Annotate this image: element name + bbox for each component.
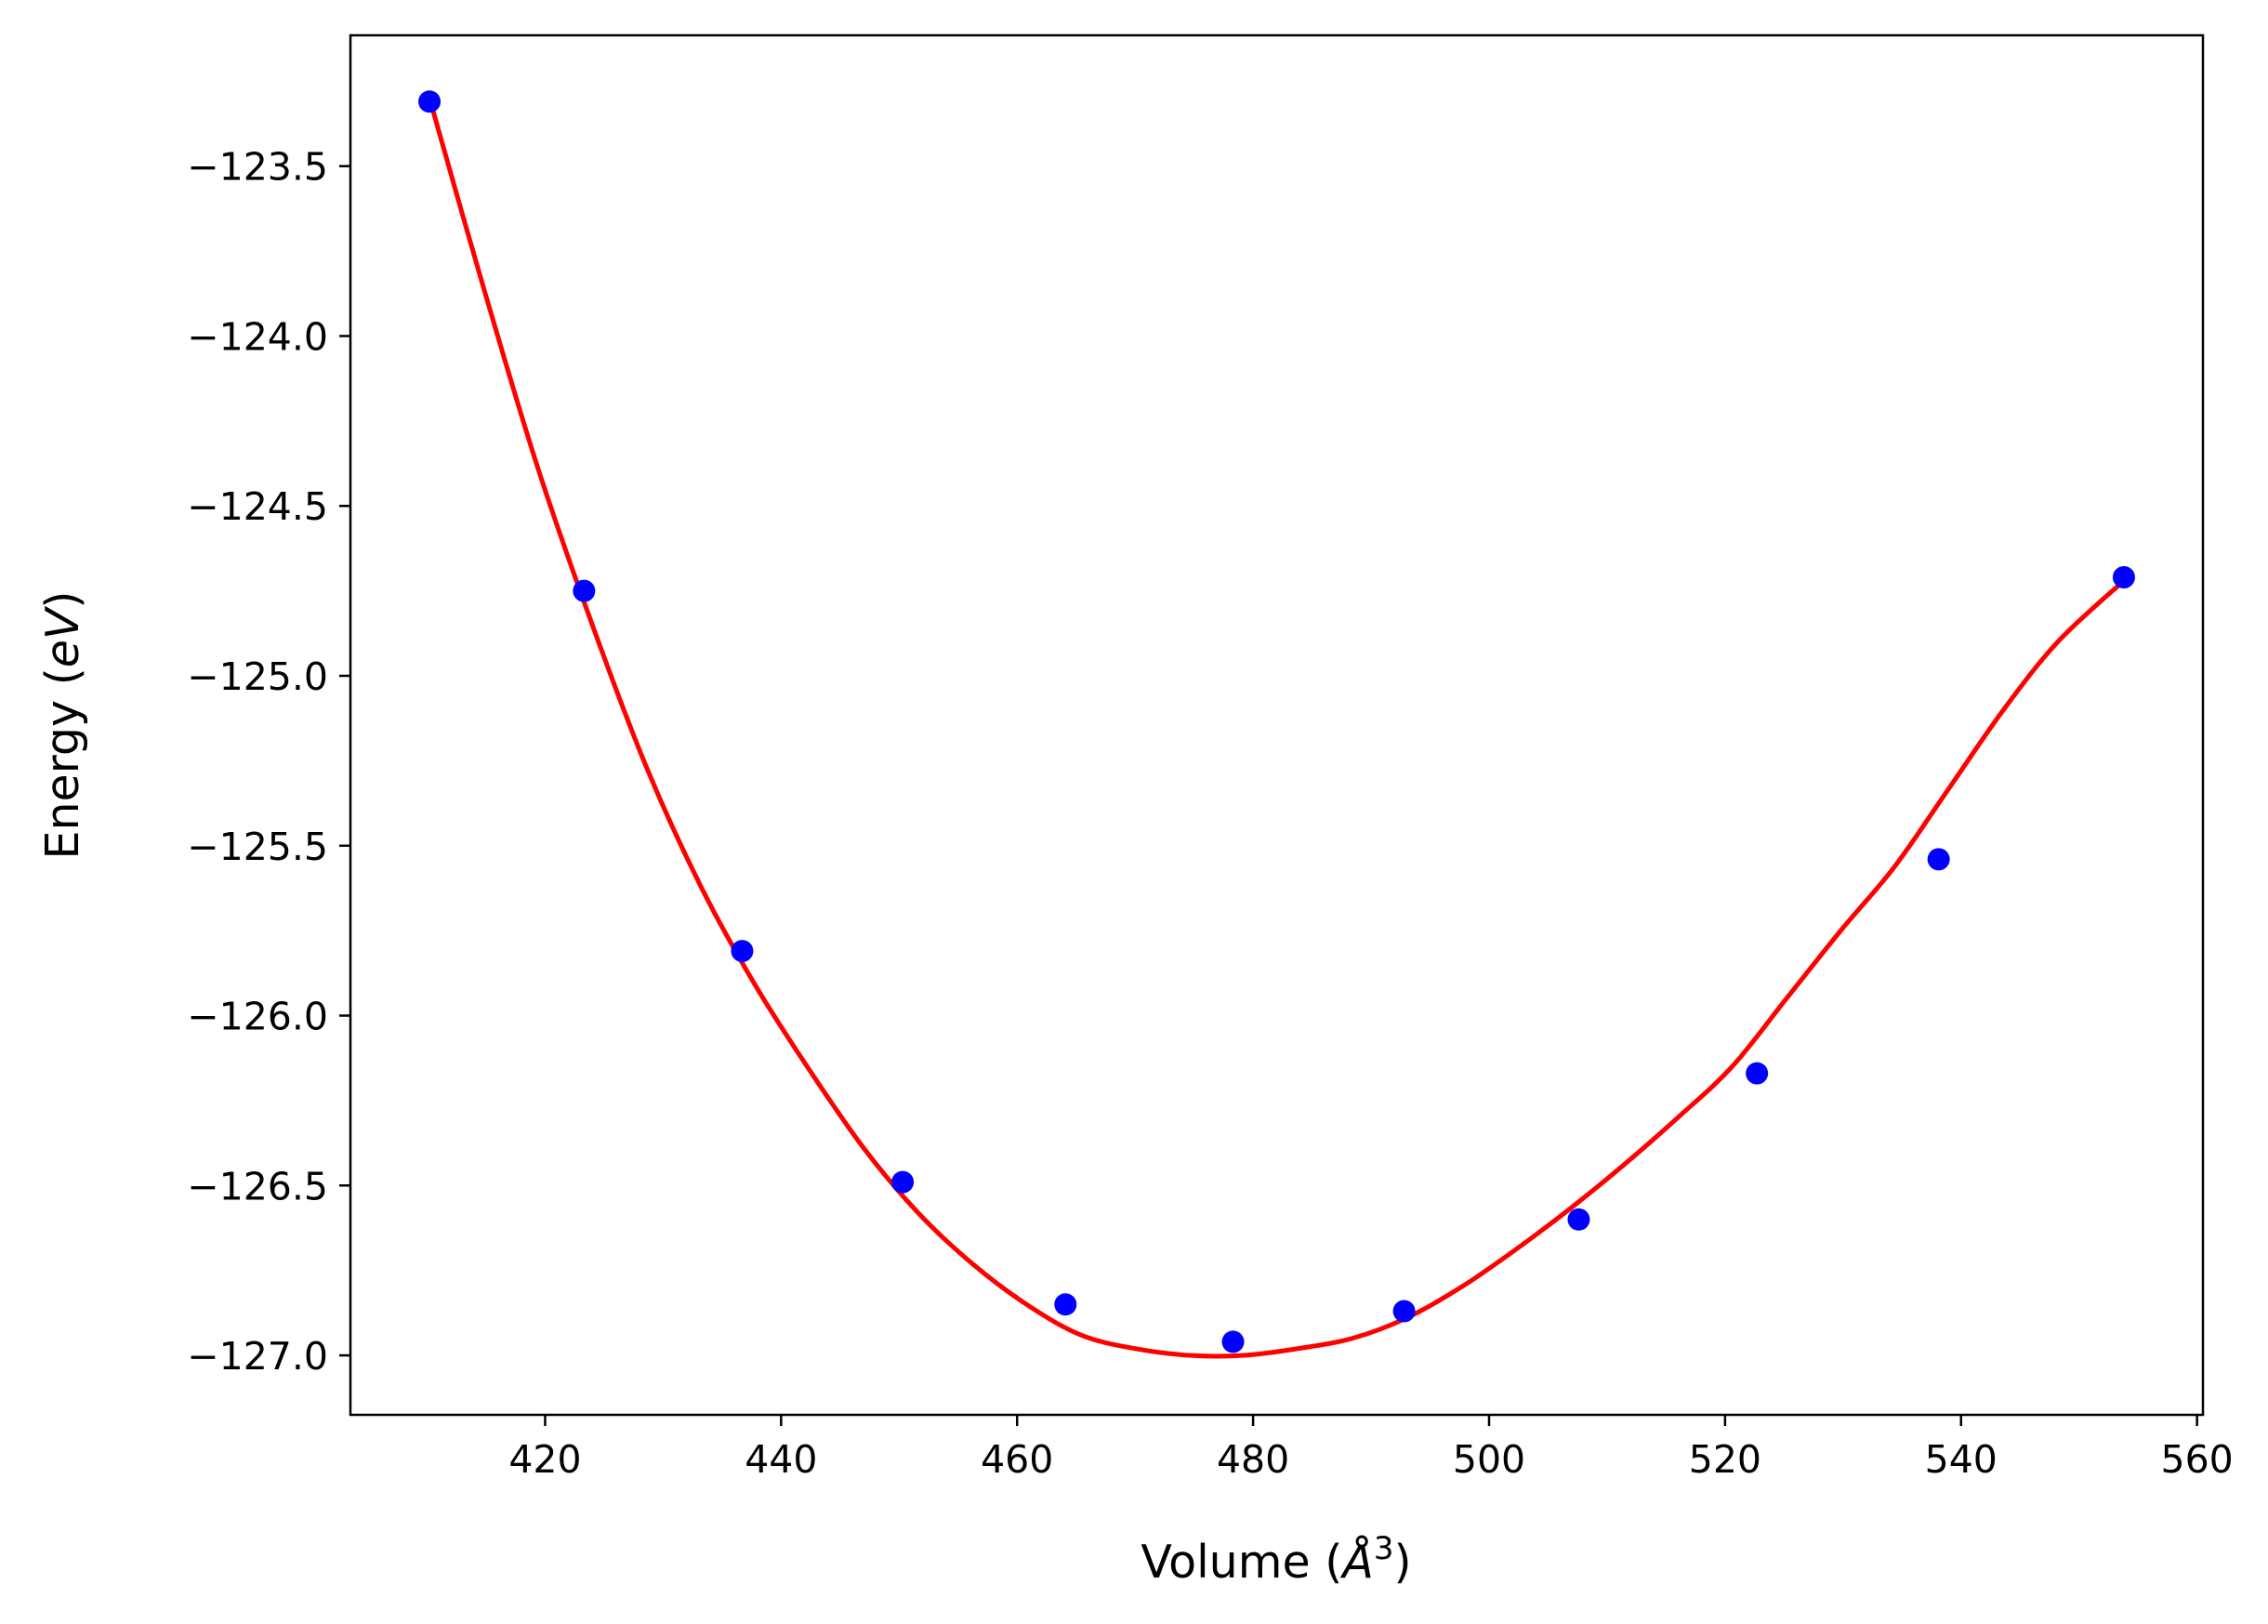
data-points-layer [418,90,2135,1353]
fit-curve [427,96,2127,1359]
data-point [573,579,596,602]
data-point [891,1170,915,1194]
x-tick-label: 440 [745,1437,817,1482]
x-tick-label: 420 [508,1437,581,1482]
y-tick-label: −123.5 [187,145,328,190]
data-point [731,940,754,963]
x-tick-label: 460 [981,1437,1053,1482]
x-tick-label: 520 [1689,1437,1761,1482]
x-tick-label: 500 [1453,1437,1525,1482]
y-tick-label: −125.5 [187,825,328,869]
x-axis-label-suffix: ) [1393,1536,1411,1589]
y-axis-label-unit: eV [36,605,89,667]
x-tick-label: 540 [1925,1437,1998,1482]
y-axis-ticks: −123.5 −124.0 −124.5 −125.0 −125.5 −126.0 −126… [187,145,350,1379]
y-tick-label: −126.5 [187,1164,328,1208]
x-axis-label-exponent: 3 [1374,1530,1394,1567]
data-point [1221,1330,1245,1353]
y-axis-label: Energy (eV) [36,590,89,859]
data-point [1927,848,1950,871]
y-tick-label: −124.5 [187,484,328,529]
x-axis-label-symbol: Å [1339,1534,1374,1589]
data-point [1746,1062,1769,1085]
y-tick-label: −127.0 [187,1334,328,1379]
y-axis-label-prefix: Energy ( [36,667,89,859]
data-point [2112,566,2135,588]
x-tick-label: 480 [1217,1437,1289,1482]
data-point [1567,1208,1590,1231]
x-axis-ticks: 420 440 460 480 500 520 540 560 [508,1415,2234,1482]
data-point [418,90,442,113]
y-tick-label: −124.0 [187,314,328,359]
x-tick-label: 560 [2161,1437,2234,1482]
x-axis-label: Volume (Å3) [1141,1530,1411,1589]
plot-frame [349,33,2205,1417]
x-axis-label-prefix: Volume ( [1141,1536,1342,1589]
y-axis-label-suffix: ) [36,590,89,608]
data-point [1392,1300,1416,1323]
fit-curve-layer [427,96,2127,1359]
y-tick-label: −126.0 [187,995,328,1039]
data-point [1054,1293,1077,1316]
y-tick-label: −125.0 [187,654,328,699]
